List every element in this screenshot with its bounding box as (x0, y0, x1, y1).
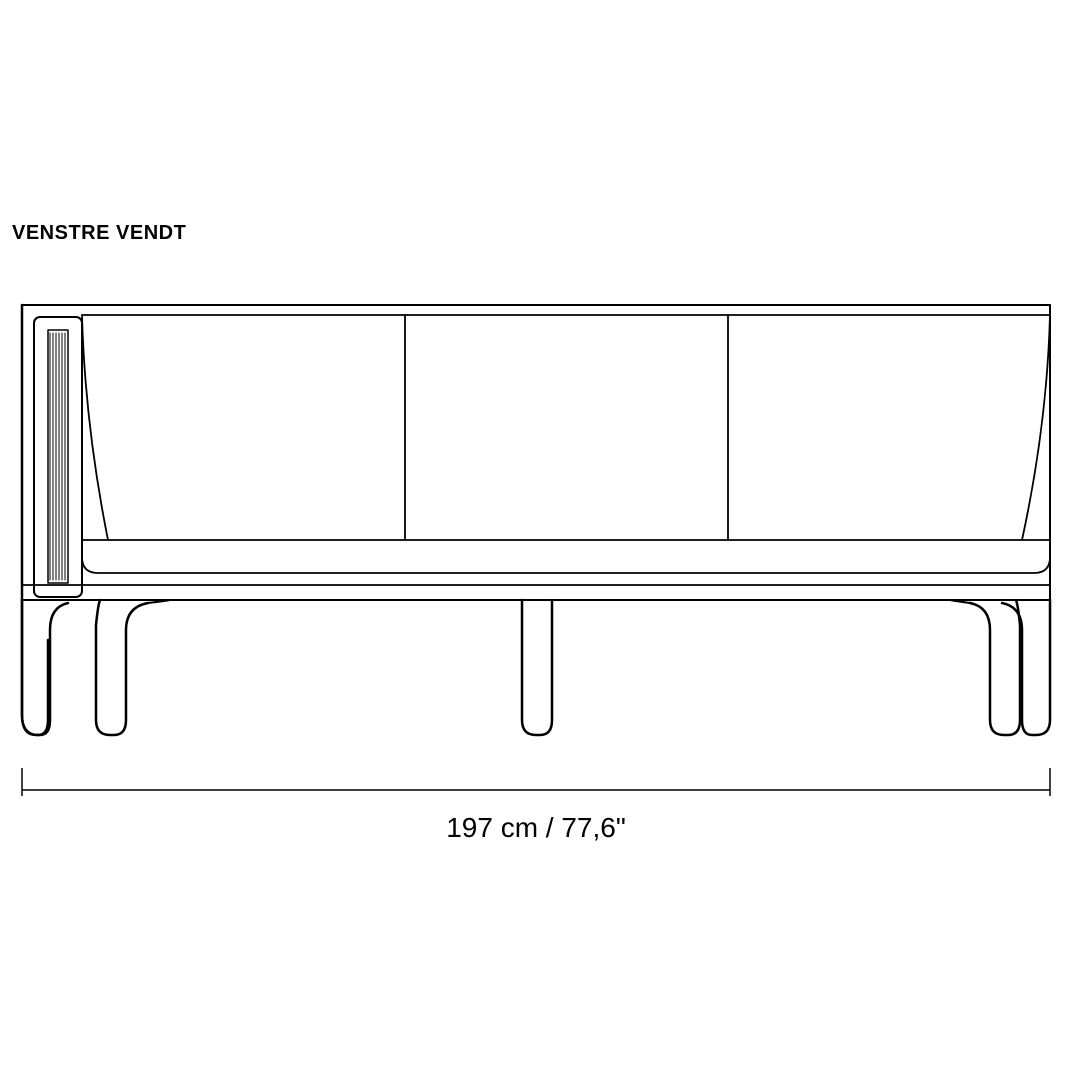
orientation-label: VENSTRE VENDT (12, 222, 186, 245)
dimension-line (20, 768, 1052, 808)
sofa-diagram (10, 295, 1062, 745)
dimension-text: 197 cm / 77,6" (0, 812, 1072, 844)
